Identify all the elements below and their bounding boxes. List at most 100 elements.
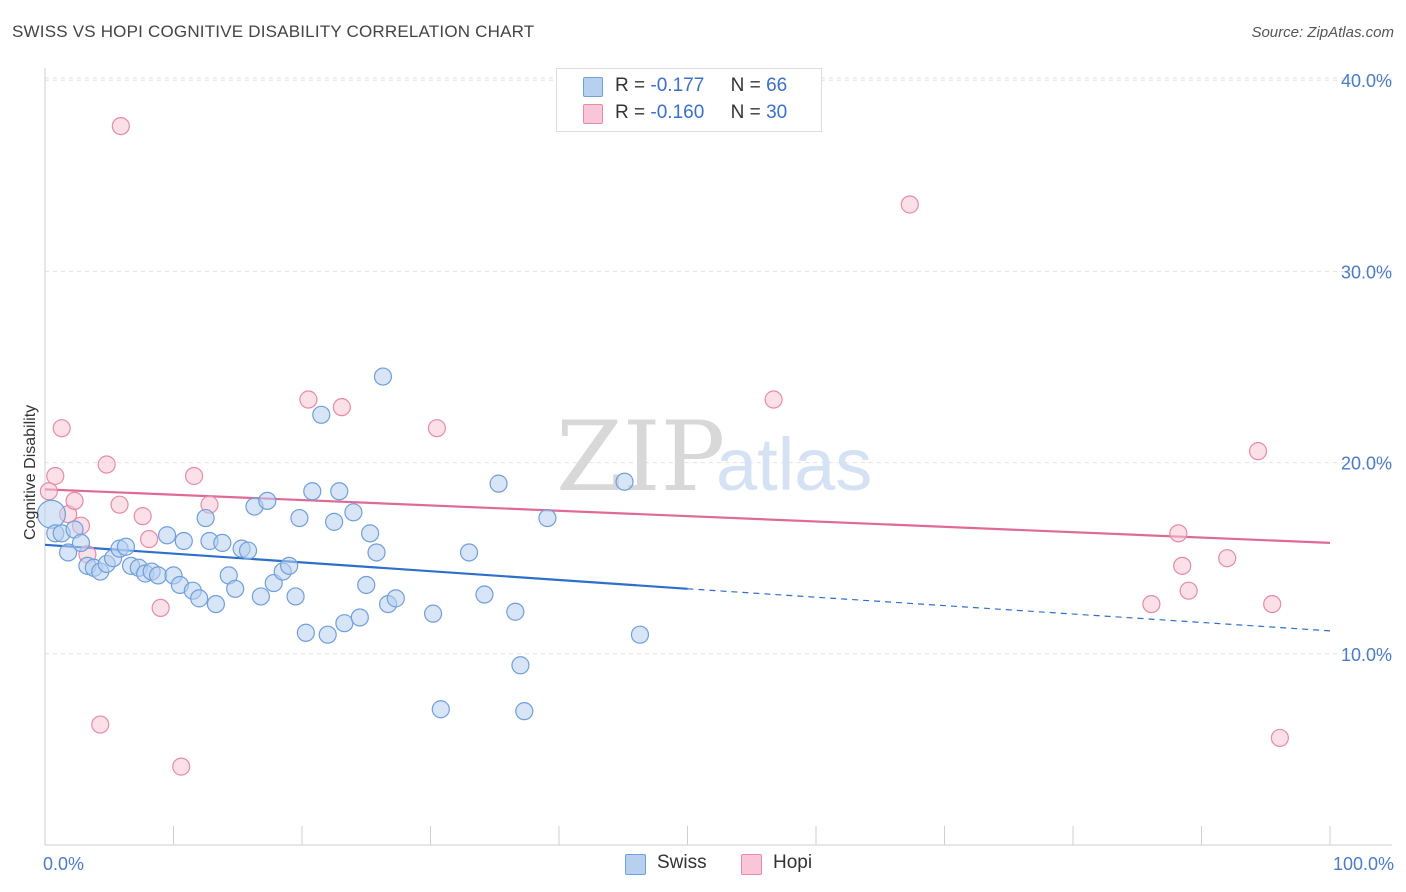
- swiss-point: [303, 482, 322, 501]
- y-tick-label: 20.0%: [1341, 454, 1392, 474]
- hopi-point: [139, 529, 159, 549]
- legend-r-label: R =: [615, 75, 646, 96]
- swiss-point: [312, 405, 331, 424]
- y-axis-label: Cognitive Disability: [22, 405, 39, 540]
- swiss-point: [157, 526, 177, 545]
- swiss-point: [475, 585, 494, 604]
- bottom-legend-label-hopi: Hopi: [773, 852, 813, 873]
- swiss-point: [290, 508, 309, 528]
- swiss-point: [630, 625, 650, 644]
- hopi-point: [1270, 728, 1289, 748]
- swiss-point: [459, 543, 479, 562]
- hopi-point: [39, 482, 58, 501]
- hopi-point: [52, 419, 71, 438]
- swiss-point: [258, 491, 277, 510]
- swiss-point: [511, 656, 530, 675]
- hopi-point: [111, 116, 130, 136]
- hopi-point: [332, 398, 351, 417]
- swiss-point: [206, 594, 226, 614]
- hopi-point: [1248, 442, 1268, 461]
- swiss-point: [373, 367, 393, 386]
- swiss-point: [615, 472, 634, 491]
- hopi-point: [172, 757, 191, 776]
- hopi-point: [1173, 556, 1192, 575]
- y-tick-label: 40.0%: [1341, 71, 1392, 91]
- swiss-point: [357, 575, 376, 595]
- swiss-point: [226, 579, 245, 598]
- hopi-point: [184, 466, 204, 486]
- swiss-point: [330, 482, 349, 501]
- swiss-point: [335, 614, 354, 633]
- swiss-point: [238, 541, 258, 560]
- swiss-point: [325, 512, 344, 531]
- hopi-point: [91, 715, 110, 734]
- swiss-point: [361, 524, 380, 543]
- legend-swatch-swiss: [583, 77, 603, 97]
- x-tick-labels: 0.0% 100.0%: [43, 854, 1394, 874]
- y-tick-labels: 10.0% 20.0% 30.0% 40.0%: [1341, 71, 1392, 665]
- hopi-point: [110, 495, 129, 514]
- swiss-point: [251, 587, 270, 606]
- watermark-zip: ZIP: [556, 401, 725, 513]
- swiss-point: [116, 537, 136, 556]
- hopi-point: [133, 507, 152, 526]
- legend-r-value-hopi: -0.160: [650, 102, 705, 123]
- swiss-point: [423, 604, 443, 623]
- swiss-point: [538, 508, 557, 528]
- hopi-point: [1169, 524, 1188, 543]
- chart-title: SWISS VS HOPI COGNITIVE DISABILITY CORRE…: [12, 22, 535, 41]
- hopi-point: [764, 390, 783, 409]
- hopi-point: [427, 419, 447, 438]
- swiss-point: [344, 503, 363, 522]
- swiss-point: [506, 602, 525, 621]
- hopi-point: [97, 455, 116, 474]
- hopi-point: [1142, 594, 1161, 614]
- bottom-legend-label-swiss: Swiss: [657, 852, 707, 873]
- legend-n-value-hopi: 30: [766, 102, 788, 123]
- swiss-point: [148, 566, 168, 585]
- hopi-point: [65, 491, 84, 510]
- y-tick-label: 30.0%: [1341, 262, 1392, 282]
- y-tick-label: 10.0%: [1341, 645, 1392, 665]
- swiss-point: [515, 702, 534, 721]
- swiss-point: [196, 508, 215, 528]
- hopi-point: [900, 195, 919, 214]
- swiss-point: [59, 543, 78, 562]
- bottom-legend-swatch-hopi: [741, 854, 762, 875]
- x-tick-label: 0.0%: [43, 854, 84, 874]
- swiss-trend-extension: [687, 588, 1331, 632]
- swiss-point: [190, 589, 209, 608]
- swiss-point: [174, 531, 193, 551]
- swiss-point: [71, 533, 91, 553]
- hopi-point: [1263, 594, 1282, 614]
- swiss-point: [386, 589, 405, 608]
- swiss-trend-line: [44, 543, 688, 590]
- swiss-point: [489, 474, 508, 493]
- swiss-point: [36, 499, 67, 529]
- swiss-point: [213, 533, 232, 553]
- x-tick-label: 100.0%: [1333, 854, 1394, 874]
- swiss-point: [280, 556, 299, 575]
- swiss-point: [350, 608, 369, 627]
- legend-n-label: N =: [730, 102, 761, 123]
- data-points: [36, 116, 1289, 776]
- watermark-atlas: atlas: [716, 423, 872, 506]
- legend-n-label: N =: [730, 75, 761, 96]
- swiss-point: [431, 700, 450, 719]
- swiss-point: [286, 587, 305, 606]
- legend-n-value-swiss: 66: [766, 75, 788, 96]
- source-label: Source: ZipAtlas.com: [1251, 24, 1394, 41]
- hopi-point: [151, 598, 170, 618]
- hopi-point: [1218, 549, 1237, 568]
- legend-swatch-hopi: [583, 104, 603, 124]
- hopi-point: [46, 466, 65, 486]
- swiss-point: [296, 623, 315, 642]
- hopi-point: [1179, 581, 1198, 600]
- bottom-legend-swatch-swiss: [625, 854, 646, 875]
- hopi-point: [299, 390, 318, 409]
- swiss-point: [318, 625, 337, 644]
- bottom-legend: Swiss Hopi: [0, 852, 1406, 878]
- legend-r-label: R =: [615, 102, 646, 123]
- swiss-point: [367, 543, 386, 562]
